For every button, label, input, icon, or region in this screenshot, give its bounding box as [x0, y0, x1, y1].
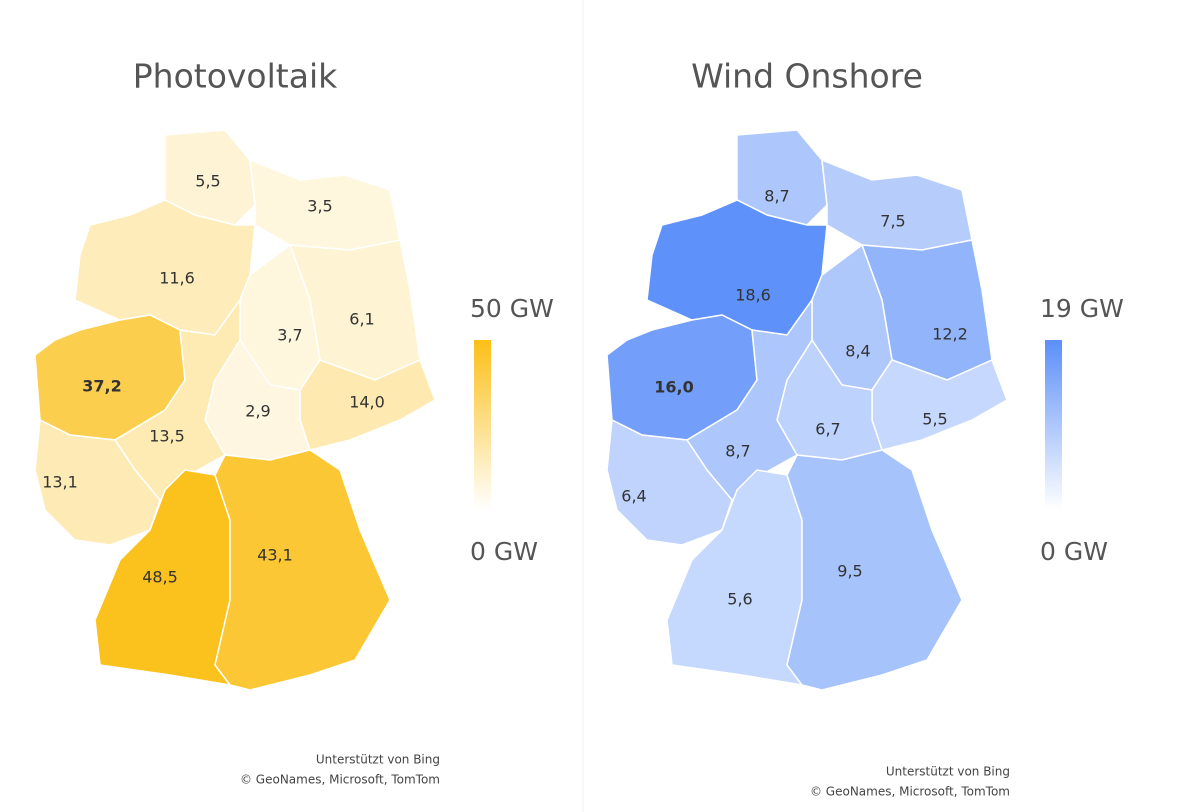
region-label: 8,7 — [764, 187, 789, 206]
region — [786, 449, 963, 691]
region-label: 5,6 — [727, 590, 752, 609]
region-label: 5,5 — [922, 410, 947, 429]
map — [34, 129, 436, 691]
region-label: 3,5 — [307, 197, 332, 216]
attribution: © GeoNames, Microsoft, TomTom — [810, 785, 1010, 799]
region-label: 6,1 — [349, 310, 374, 329]
region-label: 7,5 — [880, 212, 905, 231]
legend-min: 0 GW — [1040, 537, 1108, 566]
region-label: 8,4 — [845, 342, 870, 361]
region-label: 13,1 — [42, 473, 78, 492]
legend-max: 19 GW — [1040, 294, 1124, 323]
region-label: 11,6 — [159, 269, 195, 288]
region-label: 6,4 — [621, 487, 646, 506]
region-label: 8,7 — [725, 442, 750, 461]
region-label: 13,5 — [149, 427, 185, 446]
legend-min: 0 GW — [470, 537, 538, 566]
legend-max: 50 GW — [470, 294, 554, 323]
region — [214, 449, 391, 691]
region-label: 5,5 — [195, 172, 220, 191]
legend-bar — [474, 340, 491, 510]
region-label: 18,6 — [735, 286, 771, 305]
region-label: 48,5 — [142, 568, 178, 587]
map — [606, 129, 1008, 691]
attribution: Unterstützt von Bing — [886, 765, 1010, 779]
attribution: © GeoNames, Microsoft, TomTom — [240, 773, 440, 787]
map-title: Wind Onshore — [691, 57, 923, 96]
attribution: Unterstützt von Bing — [316, 753, 440, 767]
region-label: 12,2 — [932, 325, 968, 344]
region-label: 3,7 — [277, 326, 302, 345]
legend-bar — [1045, 340, 1062, 510]
region-label: 2,9 — [245, 402, 270, 421]
region-label: 43,1 — [257, 546, 293, 565]
region-label: 6,7 — [815, 420, 840, 439]
region-label: 37,2 — [82, 377, 121, 396]
region-label: 9,5 — [837, 562, 862, 581]
map-title: Photovoltaik — [133, 57, 338, 96]
region-label: 14,0 — [349, 393, 385, 412]
region-label: 16,0 — [654, 378, 693, 397]
